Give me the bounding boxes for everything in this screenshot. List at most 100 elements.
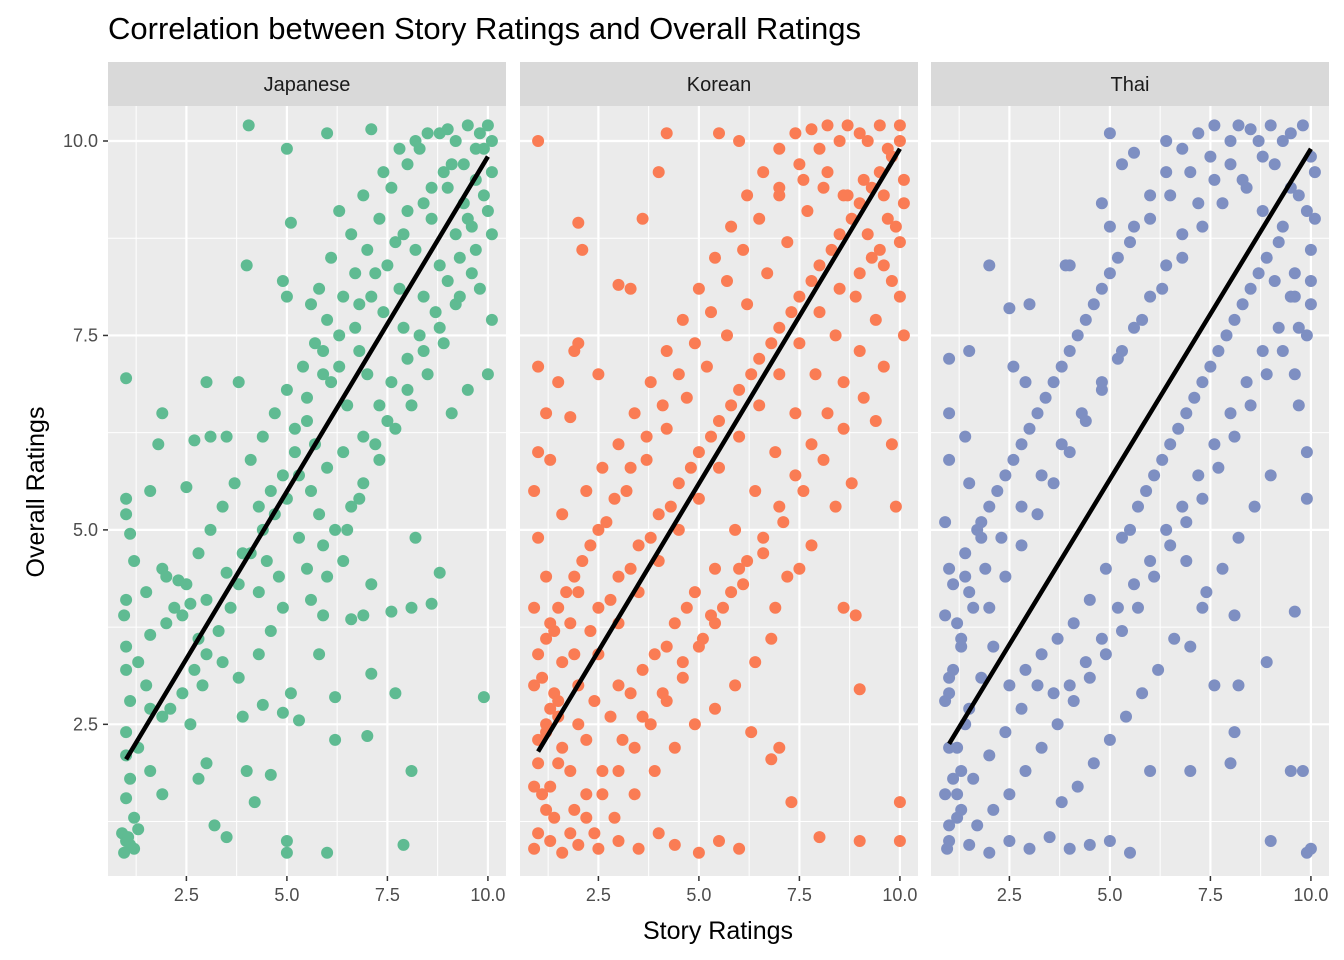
scatter-point xyxy=(709,562,721,575)
scatter-point xyxy=(532,135,545,147)
scatter-point xyxy=(729,679,742,692)
scatter-point xyxy=(276,469,289,482)
scatter-point xyxy=(1087,757,1100,770)
scatter-point xyxy=(349,267,362,280)
scatter-point xyxy=(1292,321,1305,334)
scatter-point xyxy=(1164,438,1177,451)
scatter-point xyxy=(955,632,968,645)
scatter-point xyxy=(1160,259,1173,272)
scatter-point xyxy=(244,453,257,466)
scatter-point xyxy=(793,337,806,350)
scatter-point xyxy=(947,663,960,676)
scatter-point xyxy=(853,345,866,357)
scatter-point xyxy=(753,352,766,365)
scatter-point xyxy=(793,158,806,171)
scatter-point xyxy=(1124,236,1136,249)
scatter-point xyxy=(417,345,430,357)
scatter-point xyxy=(959,430,972,443)
scatter-point xyxy=(568,803,581,816)
scatter-point xyxy=(409,135,422,147)
scatter-point xyxy=(144,485,157,497)
scatter-point xyxy=(120,492,133,505)
scatter-point xyxy=(297,360,309,373)
scatter-point xyxy=(160,570,173,583)
scatter-point xyxy=(1184,166,1197,179)
scatter-point xyxy=(1188,391,1201,404)
scatter-point xyxy=(672,523,685,536)
scatter-point xyxy=(453,251,466,264)
scatter-point xyxy=(749,656,762,669)
scatter-point xyxy=(1232,119,1245,132)
scatter-point xyxy=(441,275,454,287)
scatter-point xyxy=(313,282,326,295)
scatter-point xyxy=(757,531,770,544)
scatter-point xyxy=(1099,648,1112,661)
scatter-point xyxy=(288,422,301,435)
scatter-point xyxy=(373,453,386,466)
scatter-point xyxy=(353,298,366,311)
scatter-point xyxy=(1035,741,1048,754)
scatter-point xyxy=(532,648,545,661)
scatter-point xyxy=(624,461,637,474)
scatter-point xyxy=(1284,127,1297,140)
scatter-point xyxy=(975,671,988,684)
scatter-point xyxy=(785,796,798,809)
scatter-point xyxy=(437,337,450,350)
scatter-point xyxy=(1079,313,1092,326)
scatter-point xyxy=(636,212,649,225)
scatter-point xyxy=(1252,267,1265,280)
scatter-point xyxy=(765,753,778,766)
scatter-point xyxy=(793,562,806,575)
scatter-point xyxy=(709,702,721,715)
scatter-point xyxy=(789,407,802,420)
scatter-point xyxy=(608,492,621,505)
scatter-point xyxy=(1268,158,1281,171)
scatter-point xyxy=(576,555,589,567)
scatter-point xyxy=(1236,173,1249,186)
scatter-point xyxy=(1120,710,1132,723)
scatter-point xyxy=(592,523,605,536)
scatter-point xyxy=(1276,220,1289,233)
scatter-point xyxy=(321,846,334,859)
scatter-point xyxy=(692,846,705,859)
scatter-point xyxy=(540,407,553,420)
scatter-point xyxy=(688,337,701,350)
scatter-point xyxy=(1055,438,1068,451)
scatter-point xyxy=(745,726,758,739)
scatter-point xyxy=(817,453,830,466)
scatter-point xyxy=(1095,197,1108,210)
scatter-point xyxy=(118,609,131,622)
scatter-point xyxy=(805,438,818,451)
scatter-point xyxy=(1304,243,1317,256)
scatter-point xyxy=(156,710,169,723)
x-tick-label: 5.0 xyxy=(274,885,299,905)
facet-korean: Korean 2.5 5.0 7.5 10.0 xyxy=(520,62,918,905)
scatter-point xyxy=(1272,321,1285,334)
scatter-point xyxy=(813,259,826,272)
scatter-point xyxy=(1276,135,1289,147)
scatter-point xyxy=(120,663,133,676)
scatter-point xyxy=(632,842,645,855)
scatter-point xyxy=(821,407,834,420)
scatter-point xyxy=(857,173,870,186)
scatter-point xyxy=(1015,539,1028,552)
scatter-point xyxy=(632,539,645,552)
scatter-point xyxy=(1160,135,1173,147)
scatter-point xyxy=(793,290,806,303)
scatter-point xyxy=(120,372,133,385)
scatter-point xyxy=(220,831,233,844)
scatter-point xyxy=(232,671,245,684)
scatter-point xyxy=(648,648,661,661)
scatter-point xyxy=(1019,765,1032,777)
y-tick-label: 2.5 xyxy=(73,714,98,734)
scatter-point xyxy=(943,687,956,700)
scatter-point xyxy=(604,593,617,606)
scatter-point xyxy=(1071,329,1084,342)
scatter-point xyxy=(301,562,313,575)
scatter-point xyxy=(668,838,681,851)
scatter-point xyxy=(1284,290,1297,303)
scatter-point xyxy=(461,212,474,225)
scatter-point xyxy=(477,189,490,202)
scatter-point xyxy=(264,625,277,637)
